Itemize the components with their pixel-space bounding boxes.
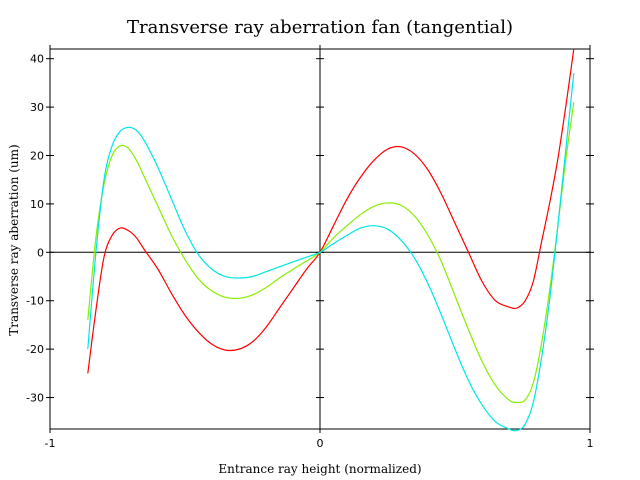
y-tick-label: 40	[30, 53, 44, 66]
y-axis-label: Transverse ray aberration (um)	[7, 144, 21, 335]
y-tick-label: 0	[37, 246, 44, 259]
series-line-1	[87, 48, 575, 374]
y-tick-label: -30	[26, 392, 44, 405]
chart-title: Transverse ray aberration fan (tangentia…	[127, 17, 513, 38]
zero-lines	[50, 49, 590, 429]
x-axis-label: Entrance ray height (normalized)	[218, 462, 421, 476]
y-tick-label: -20	[26, 343, 44, 356]
series-line-3	[87, 73, 575, 432]
y-tick-label: -10	[26, 295, 44, 308]
x-tick-label: 1	[587, 437, 594, 450]
series-group	[87, 48, 575, 432]
x-tick-label: -1	[45, 437, 56, 450]
y-tick-label: 20	[30, 149, 44, 162]
series-line-2	[87, 102, 575, 404]
x-tick-label: 0	[317, 437, 324, 450]
y-tick-label: 30	[30, 101, 44, 114]
y-tick-label: 10	[30, 198, 44, 211]
